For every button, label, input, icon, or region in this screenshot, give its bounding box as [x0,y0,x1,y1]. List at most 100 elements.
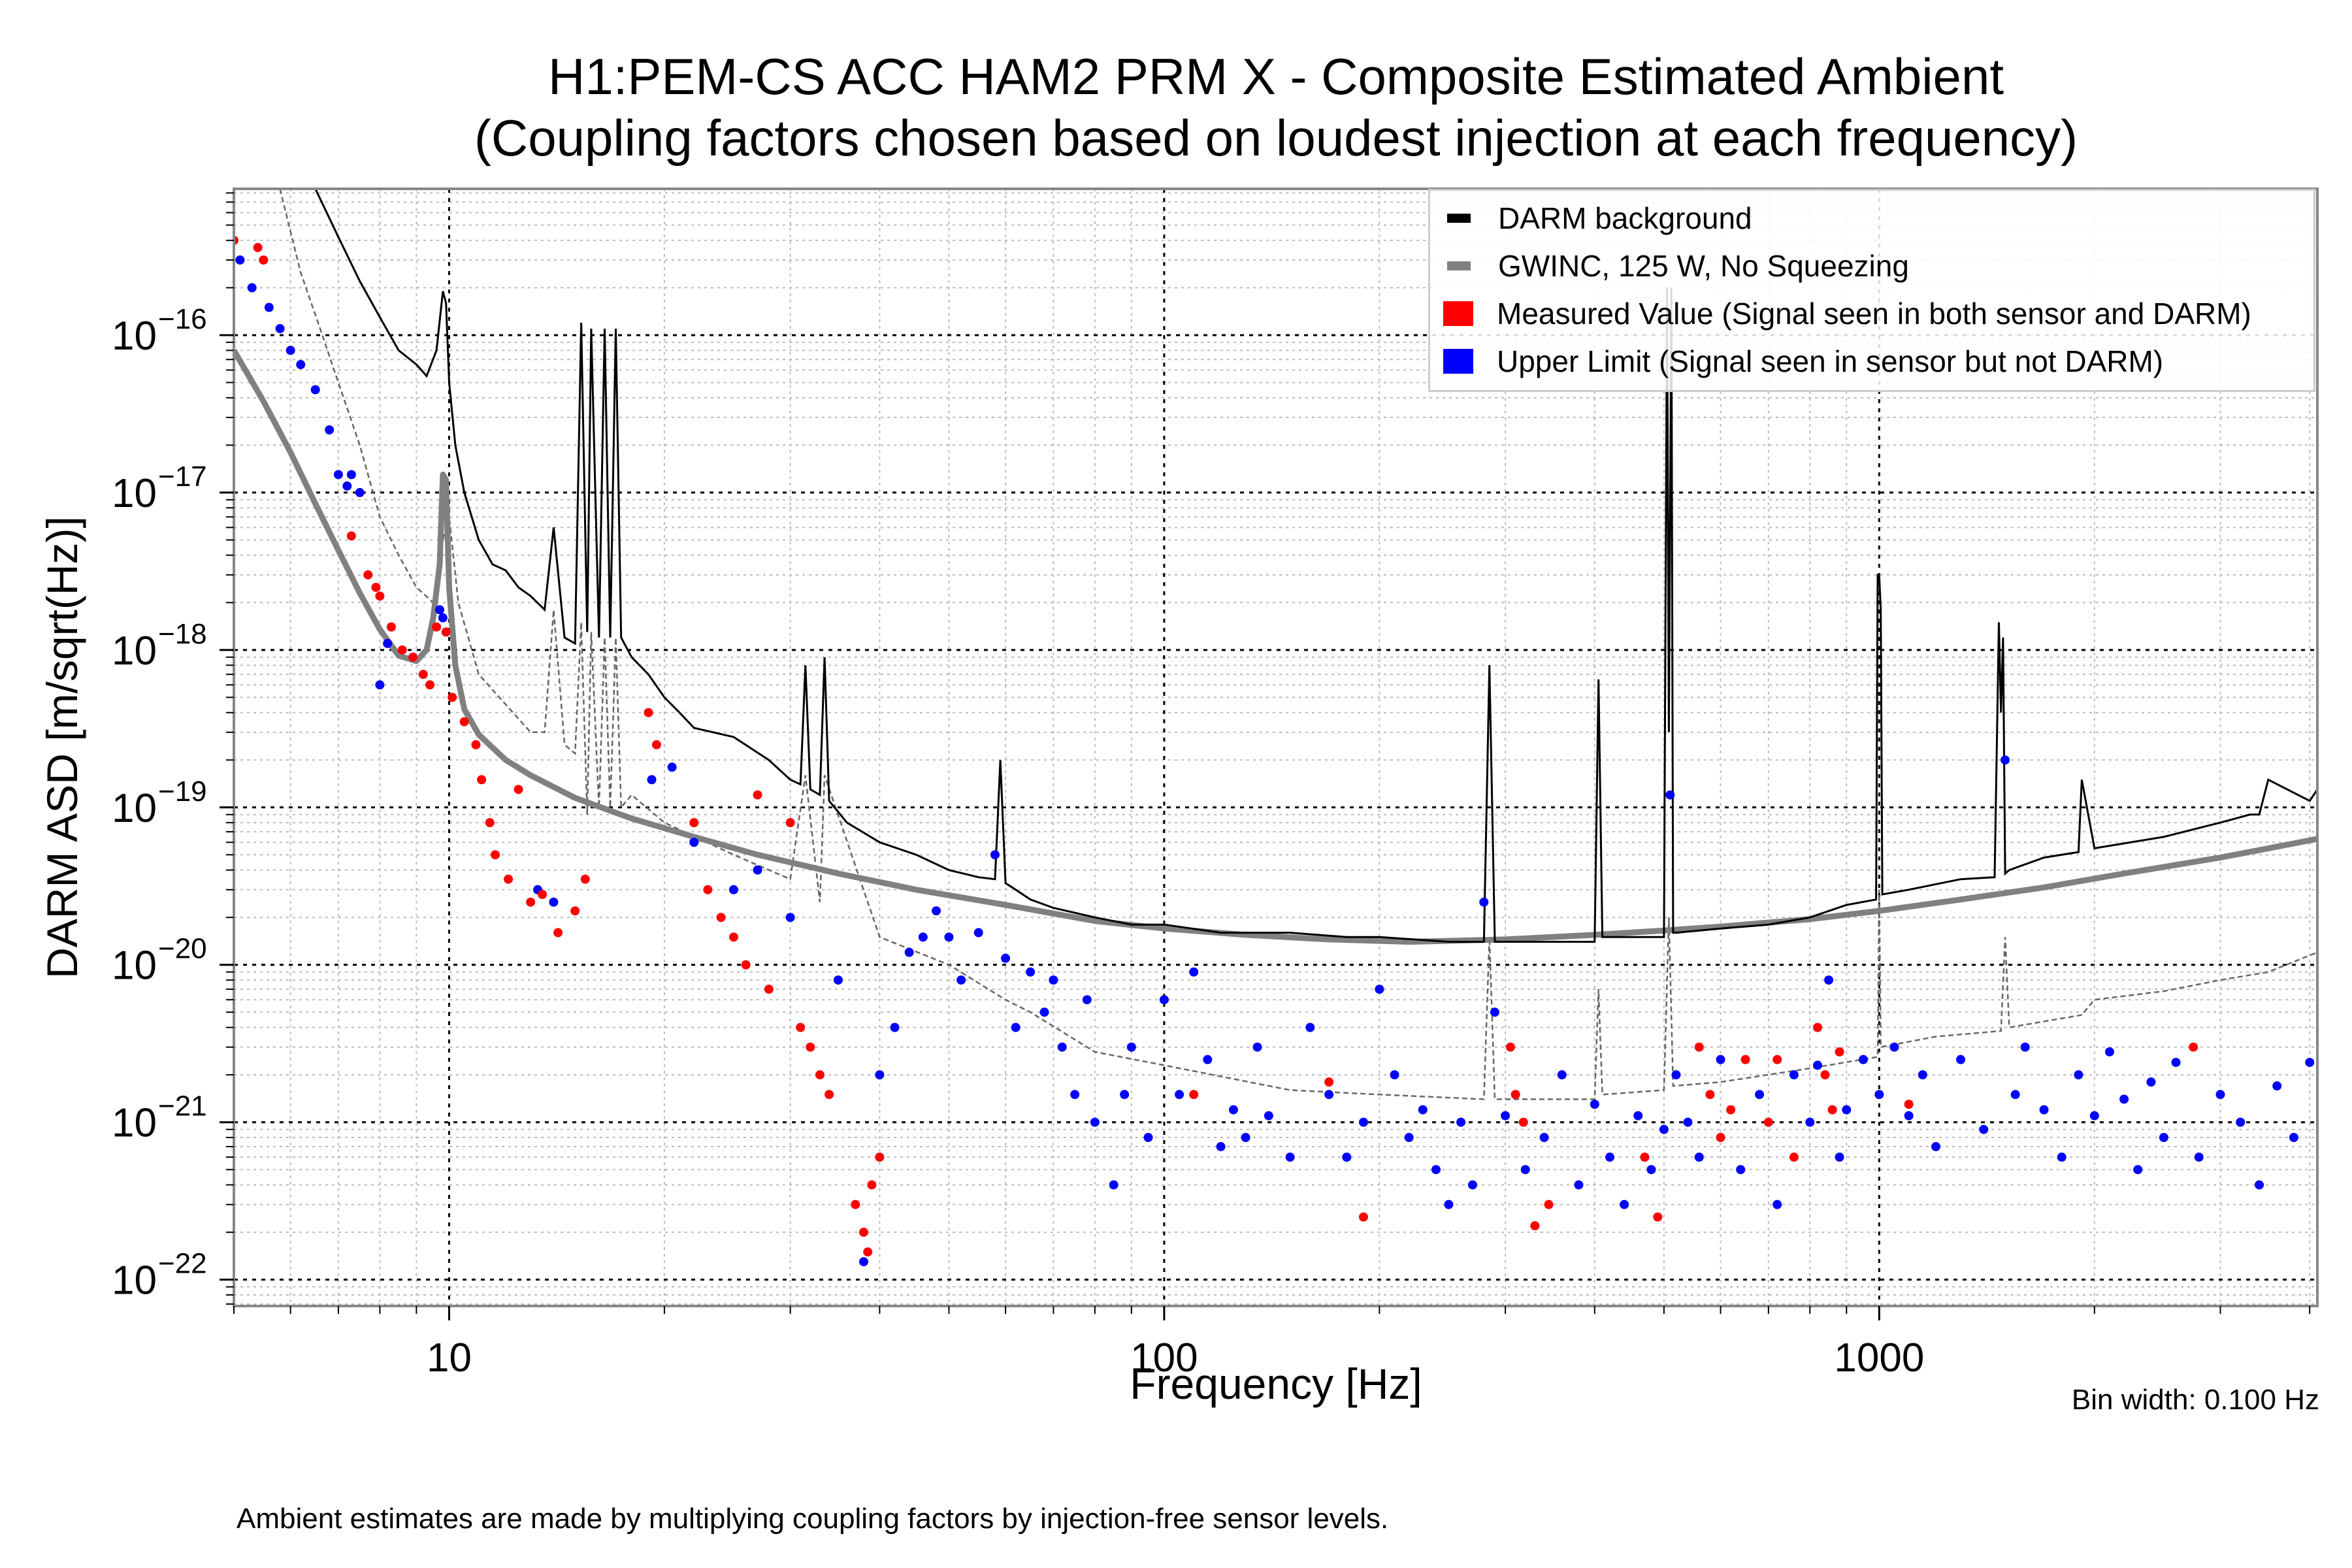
measured-value-point [796,1022,806,1032]
upper-limit-point [1082,995,1092,1005]
chart-title-line1: H1:PEM-CS ACC HAM2 PRM X - Composite Est… [548,48,2004,105]
measured-value-point [1740,1054,1750,1064]
measured-value-point [363,570,373,580]
upper-limit-point [1805,1117,1815,1127]
y-axis-label: DARM ASD [m/sqrt(Hz)] [38,516,86,979]
upper-limit-point [1418,1105,1428,1115]
gwinc-line [234,349,2317,945]
measured-value-point [1827,1105,1837,1115]
upper-limit-point [355,487,365,497]
upper-limit-point [1358,1117,1368,1127]
measured-value-point [491,850,500,860]
upper-limit-point [1126,1042,1136,1052]
measured-value-point [459,717,469,727]
measured-value-point [553,928,563,938]
measured-value-point [863,1247,873,1257]
y-tick-label: 10 [112,943,157,988]
upper-limit-point [1858,1054,1868,1064]
measured-value-point [485,818,495,828]
legend: DARM background GWINC, 125 W, No Squeezi… [1428,189,2315,392]
upper-limit-point [310,385,320,395]
x-tick-label: 10 [427,1335,472,1380]
measured-value-point [1505,1042,1515,1052]
upper-limit-point [1444,1200,1454,1209]
upper-limit-point [1918,1070,1927,1080]
upper-limit-point [1375,985,1384,994]
upper-limit-point [2236,1117,2246,1127]
measured-value-point [253,242,263,252]
upper-limit-point [1501,1111,1511,1120]
measured-value-point [2189,1042,2198,1052]
measured-value-point [1763,1117,1773,1127]
upper-limit-point [1874,1090,1884,1100]
measured-value-point [1813,1022,1823,1032]
measured-value-point [716,913,726,923]
measured-value-point [644,708,653,717]
y-tick-exponent: −16 [158,303,207,335]
upper-limit-point [667,762,677,772]
upper-limit-point [296,360,306,370]
measured-value-point [764,985,774,994]
upper-limit-point [2020,1042,2030,1052]
upper-limit-point [1659,1124,1669,1134]
measured-value-point [375,591,385,601]
upper-limit-point [264,302,274,312]
upper-limit-point [1120,1090,1130,1100]
upper-limit-point [1264,1111,1273,1120]
upper-limit-point [1175,1090,1184,1100]
x-tick-label: 100 [1130,1335,1198,1380]
upper-limit-point [1011,1022,1021,1032]
legend-label-darm: DARM background [1498,201,1752,235]
upper-limit-point [1468,1180,1478,1190]
upper-limit-point [1835,1152,1844,1162]
upper-limit-point [647,775,657,785]
legend-swatch-darm [1447,214,1471,223]
measured-value-point [1694,1042,1704,1052]
upper-limit-point [2133,1165,2143,1175]
legend-swatch-gwinc [1447,261,1471,270]
measured-value-point [448,693,457,702]
y-tick-label: 10 [112,786,157,831]
upper-limit-point [2171,1058,2181,1068]
upper-limit-point [990,850,1000,860]
upper-limit-point [944,932,954,942]
upper-limit-point [1904,1111,1914,1120]
upper-limit-point [1605,1152,1615,1162]
measured-value-point [728,932,738,942]
measured-value-point [815,1070,825,1080]
y-tick-label: 10 [112,1101,157,1146]
upper-limit-point [2194,1152,2204,1162]
measured-value-point [875,1152,885,1162]
upper-limit-point [858,1257,868,1267]
measured-value-point [1324,1077,1334,1087]
measured-value-point [441,627,451,637]
upper-limit-point [1557,1070,1567,1080]
y-tick-exponent: −22 [158,1248,207,1280]
upper-limit-point [973,928,983,938]
upper-limit-point [235,255,245,265]
upper-limit-point [286,346,295,355]
upper-limit-point [342,481,352,491]
upper-limit-point [275,323,285,333]
measured-value-point [1820,1070,1830,1080]
upper-limit-point [1026,967,1036,977]
measured-value-point [346,531,356,541]
y-tick-label: 10 [112,1258,157,1303]
upper-limit-point [2289,1133,2298,1143]
measured-value-point [1189,1090,1199,1100]
upper-limit-point [1824,975,1834,985]
upper-limit-point [904,947,914,957]
measured-value-point [1835,1047,1844,1056]
measured-value-point [371,582,381,592]
y-tick-exponent: −17 [158,461,207,493]
measured-value-point [259,255,269,265]
upper-limit-point [1203,1054,1213,1064]
upper-limit-point [2272,1081,2282,1091]
upper-limit-point [1070,1090,1080,1100]
upper-limit-point [1590,1100,1599,1109]
axis-ticks [220,192,2311,1320]
upper-limit-point [2159,1133,2168,1143]
measured-value-point [741,960,751,970]
upper-limit-point [1683,1117,1693,1127]
measured-value-point [1716,1133,1725,1143]
